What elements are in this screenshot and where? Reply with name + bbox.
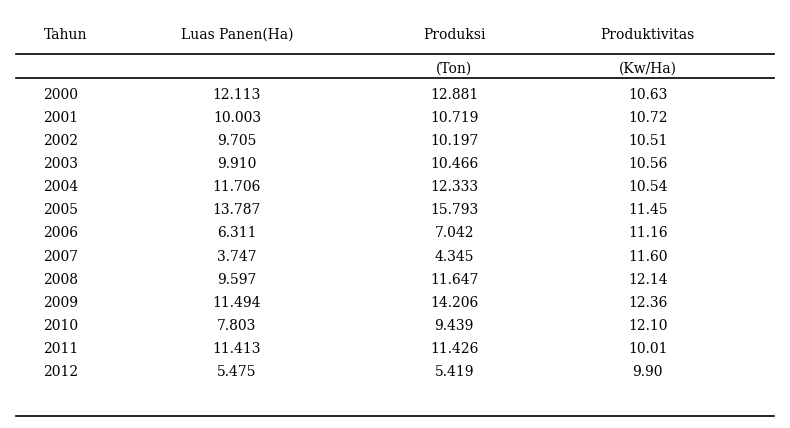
Text: 10.63: 10.63	[628, 88, 668, 102]
Text: 11.706: 11.706	[213, 180, 261, 194]
Text: 9.439: 9.439	[435, 319, 474, 333]
Text: 5.475: 5.475	[217, 365, 257, 379]
Text: 7.042: 7.042	[435, 226, 474, 241]
Text: 10.56: 10.56	[628, 157, 668, 171]
Text: 12.36: 12.36	[628, 296, 668, 310]
Text: 10.54: 10.54	[628, 180, 668, 194]
Text: 2000: 2000	[43, 88, 78, 102]
Text: 14.206: 14.206	[430, 296, 479, 310]
Text: 3.747: 3.747	[217, 250, 257, 264]
Text: 2005: 2005	[43, 203, 78, 217]
Text: 6.311: 6.311	[217, 226, 257, 241]
Text: 11.45: 11.45	[628, 203, 668, 217]
Text: 2008: 2008	[43, 273, 78, 287]
Text: Produksi: Produksi	[423, 28, 486, 42]
Text: 2006: 2006	[43, 226, 78, 241]
Text: 12.333: 12.333	[431, 180, 478, 194]
Text: 5.419: 5.419	[435, 365, 474, 379]
Text: 10.466: 10.466	[430, 157, 479, 171]
Text: 9.705: 9.705	[217, 134, 257, 148]
Text: 4.345: 4.345	[435, 250, 474, 264]
Text: (Kw/Ha): (Kw/Ha)	[619, 62, 677, 76]
Text: 11.16: 11.16	[628, 226, 668, 241]
Text: 10.197: 10.197	[430, 134, 479, 148]
Text: 10.51: 10.51	[628, 134, 668, 148]
Text: 12.881: 12.881	[430, 88, 479, 102]
Text: Tahun: Tahun	[43, 28, 87, 42]
Text: (Ton): (Ton)	[436, 62, 472, 76]
Text: 2009: 2009	[43, 296, 78, 310]
Text: 9.90: 9.90	[633, 365, 663, 379]
Text: 11.647: 11.647	[430, 273, 479, 287]
Text: 10.01: 10.01	[628, 342, 668, 356]
Text: 10.72: 10.72	[628, 111, 668, 125]
Text: Produktivitas: Produktivitas	[600, 28, 695, 42]
Text: 11.413: 11.413	[213, 342, 261, 356]
Text: 15.793: 15.793	[430, 203, 479, 217]
Text: 12.10: 12.10	[628, 319, 668, 333]
Text: 2007: 2007	[43, 250, 78, 264]
Text: 11.494: 11.494	[213, 296, 261, 310]
Text: 9.597: 9.597	[217, 273, 257, 287]
Text: 2004: 2004	[43, 180, 78, 194]
Text: 2010: 2010	[43, 319, 78, 333]
Text: 2012: 2012	[43, 365, 78, 379]
Text: 11.426: 11.426	[430, 342, 479, 356]
Text: 2001: 2001	[43, 111, 78, 125]
Text: 12.14: 12.14	[628, 273, 668, 287]
Text: 2011: 2011	[43, 342, 79, 356]
Text: 10.719: 10.719	[430, 111, 479, 125]
Text: Luas Panen(Ha): Luas Panen(Ha)	[181, 28, 293, 42]
Text: 13.787: 13.787	[213, 203, 261, 217]
Text: 11.60: 11.60	[628, 250, 668, 264]
Text: 2003: 2003	[43, 157, 78, 171]
Text: 10.003: 10.003	[213, 111, 261, 125]
Text: 2002: 2002	[43, 134, 78, 148]
Text: 7.803: 7.803	[217, 319, 257, 333]
Text: 12.113: 12.113	[213, 88, 261, 102]
Text: 9.910: 9.910	[217, 157, 257, 171]
